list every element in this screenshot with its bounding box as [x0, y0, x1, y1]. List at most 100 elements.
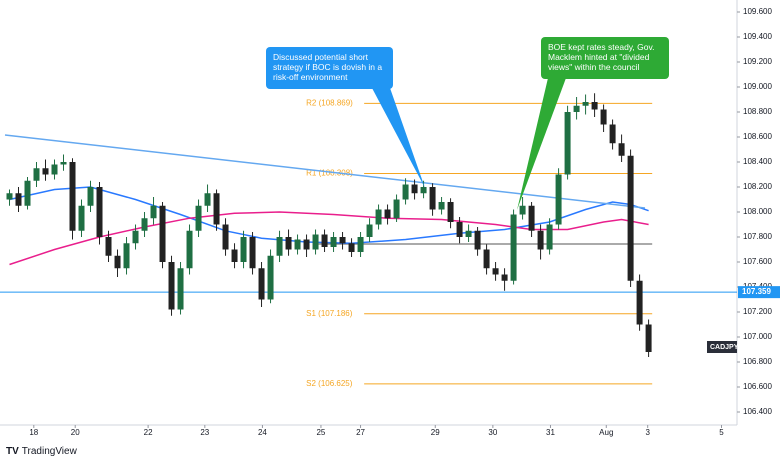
candle-body [87, 187, 94, 206]
y-tick-label: 108.200 [743, 182, 772, 191]
symbol-label: CADJPY [710, 344, 739, 351]
price-label: 107.359 [742, 287, 771, 296]
x-tick-label: 29 [431, 428, 440, 437]
candle-body [348, 243, 355, 252]
candle-body [276, 237, 283, 256]
candle-body [285, 237, 292, 250]
callout-pointer [372, 88, 425, 188]
candle-body [132, 230, 139, 244]
candle-body [231, 249, 238, 262]
level-label: R2 (108.869) [306, 98, 353, 107]
y-tick-label: 109.400 [743, 32, 772, 41]
candle-body [321, 234, 328, 247]
x-tick-label: 31 [546, 428, 555, 437]
x-tick-label: 25 [316, 428, 325, 437]
candle-body [366, 224, 373, 237]
y-tick-label: 109.000 [743, 82, 772, 91]
candle-body [96, 187, 103, 237]
y-tick-label: 107.200 [743, 307, 772, 316]
candle-body [609, 124, 616, 144]
candle-body [213, 193, 220, 225]
candle-body [186, 230, 193, 269]
candle-body [537, 230, 544, 250]
annotation: Discussed potential short strategy if BO… [266, 47, 393, 89]
candle-body [159, 205, 166, 262]
candle-body [618, 143, 625, 156]
candle-body [195, 205, 202, 231]
candle-body [303, 239, 310, 250]
candle-body [456, 222, 463, 237]
candle-body [510, 214, 517, 281]
x-tick-label: 27 [356, 428, 365, 437]
candle-body [447, 202, 454, 222]
y-tick-label: 107.000 [743, 332, 772, 341]
x-tick-label: Aug [599, 428, 613, 437]
candle-body [339, 237, 346, 244]
y-tick-label: 109.600 [743, 7, 772, 16]
candle-body [222, 224, 229, 250]
candle-body [600, 109, 607, 125]
candle-body [546, 224, 553, 250]
candle-body [474, 230, 481, 250]
line-series [9, 186, 649, 245]
y-tick-label: 106.400 [743, 407, 772, 416]
y-tick-label: 109.200 [743, 57, 772, 66]
x-tick-label: 22 [144, 428, 153, 437]
brand: TradingView [21, 446, 77, 457]
price-label-box [738, 286, 780, 299]
x-tick-label: 3 [645, 428, 650, 437]
candle-body [69, 162, 76, 231]
candle-body [438, 202, 445, 210]
candle-body [105, 237, 112, 256]
candle-body [267, 255, 274, 300]
candle-body [393, 199, 400, 219]
candle-body [141, 218, 148, 231]
line-series [9, 211, 649, 266]
candle-body [123, 243, 130, 269]
candle-body [465, 230, 472, 237]
candle-body [24, 180, 31, 206]
callout-pointer [517, 78, 566, 210]
x-tick-label: 20 [71, 428, 80, 437]
candle-body [258, 268, 265, 300]
candle-body [33, 168, 40, 181]
candle-body [330, 237, 337, 247]
plot-layer: 106.400106.600106.800107.000107.200107.4… [0, 0, 780, 437]
x-tick-label: 5 [719, 428, 724, 437]
candle-body [573, 105, 580, 112]
x-tick-label: 23 [200, 428, 209, 437]
candle-body [555, 174, 562, 225]
candle-body [384, 209, 391, 219]
y-tick-label: 107.600 [743, 257, 772, 266]
candle-body [168, 262, 175, 310]
logo: TV [6, 446, 19, 457]
candle-body [564, 112, 571, 175]
y-tick-label: 106.600 [743, 382, 772, 391]
candle-body [492, 268, 499, 275]
candle-body [627, 155, 634, 281]
candle-body [645, 324, 652, 352]
candle-body [6, 193, 13, 200]
candle-body [42, 168, 49, 175]
y-tick-label: 108.800 [743, 107, 772, 116]
y-tick-label: 106.800 [743, 357, 772, 366]
candle-body [177, 268, 184, 310]
candle-body [501, 274, 508, 281]
candle-body [519, 205, 526, 215]
candle-body [528, 205, 535, 231]
candle-body [312, 234, 319, 250]
x-tick-label: 30 [488, 428, 497, 437]
candle-body [429, 187, 436, 210]
y-tick-label: 108.400 [743, 157, 772, 166]
candle-body [114, 255, 121, 269]
y-tick-label: 108.600 [743, 132, 772, 141]
x-tick-label: 18 [29, 428, 38, 437]
candle-body [15, 193, 22, 206]
y-tick-label: 108.000 [743, 207, 772, 216]
line-series [4, 134, 646, 209]
y-tick-label: 107.800 [743, 232, 772, 241]
symbol-box [707, 341, 737, 353]
candle-body [357, 237, 364, 252]
